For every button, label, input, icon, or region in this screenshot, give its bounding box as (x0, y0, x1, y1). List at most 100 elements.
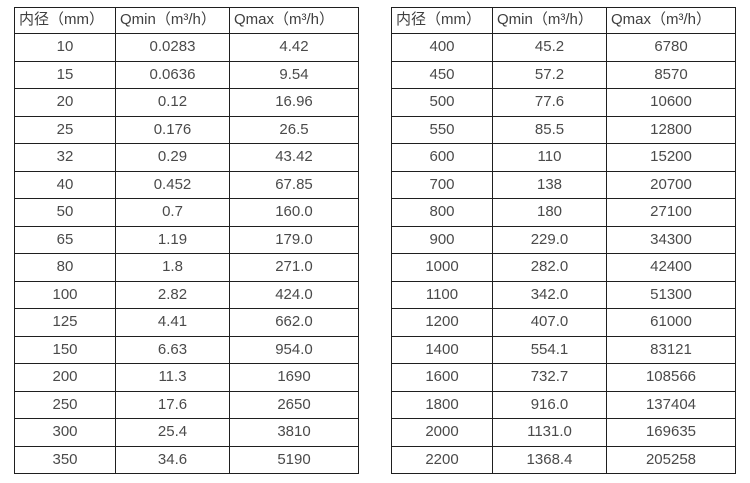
table-row: 1200 407.0 61000 (391, 308, 736, 337)
table-cell: 282.0 (492, 253, 607, 282)
table-cell: 10 (14, 33, 116, 62)
table-row: 700 138 20700 (391, 170, 736, 199)
table-cell: 180 (492, 198, 607, 227)
table-row: 2000 1131.0 169635 (391, 418, 736, 447)
table-cell: 954.0 (229, 335, 359, 364)
table-cell: 0.452 (115, 170, 230, 199)
table-row: 350 34.6 5190 (14, 445, 359, 474)
table-cell: 554.1 (492, 335, 607, 364)
table-cell: 20 (14, 88, 116, 117)
table-cell: 550 (391, 115, 493, 144)
table-cell: 1600 (391, 363, 493, 392)
table-row: 800 180 27100 (391, 198, 736, 227)
table-row: 50 0.7 160.0 (14, 198, 359, 227)
table-cell: 2650 (229, 390, 359, 419)
table-cell: 900 (391, 225, 493, 254)
table-cell: 83121 (606, 335, 736, 364)
table-row: 20 0.12 16.96 (14, 88, 359, 117)
table-cell: 16.96 (229, 88, 359, 117)
table-cell: 1000 (391, 253, 493, 282)
table-cell: 80 (14, 253, 116, 282)
table-cell: 12800 (606, 115, 736, 144)
table-row: 400 45.2 6780 (391, 33, 736, 62)
table-cell: 25.4 (115, 418, 230, 447)
table-cell: 450 (391, 60, 493, 89)
table-cell: 34300 (606, 225, 736, 254)
table-row: 125 4.41 662.0 (14, 308, 359, 337)
table-cell: 300 (14, 418, 116, 447)
table-cell: 43.42 (229, 143, 359, 172)
table-cell: 108566 (606, 363, 736, 392)
table-cell: 600 (391, 143, 493, 172)
table-cell: 5190 (229, 445, 359, 474)
table-cell: 17.6 (115, 390, 230, 419)
table-cell: 662.0 (229, 308, 359, 337)
table-cell: 500 (391, 88, 493, 117)
table-cell: 169635 (606, 418, 736, 447)
table-cell: 67.85 (229, 170, 359, 199)
table-cell: 0.0283 (115, 33, 230, 62)
table-row: 1000 282.0 42400 (391, 253, 736, 282)
table-cell: 11.3 (115, 363, 230, 392)
table-row: 300 25.4 3810 (14, 418, 359, 447)
table-cell: 160.0 (229, 198, 359, 227)
table-cell: 407.0 (492, 308, 607, 337)
table-cell: 350 (14, 445, 116, 474)
table-row: 15 0.0636 9.54 (14, 60, 359, 89)
table-header: 内径（mm） Qmin（m³/h） Qmax（m³/h） (14, 7, 359, 34)
table-cell: 1800 (391, 390, 493, 419)
table-cell: 150 (14, 335, 116, 364)
table-cell: 0.7 (115, 198, 230, 227)
table-cell: 15 (14, 60, 116, 89)
table-cell: 1.8 (115, 253, 230, 282)
table-cell: 800 (391, 198, 493, 227)
table-row: 550 85.5 12800 (391, 115, 736, 144)
table-cell: 1131.0 (492, 418, 607, 447)
table-cell: 732.7 (492, 363, 607, 392)
table-row: 100 2.82 424.0 (14, 280, 359, 309)
table-cell: 9.54 (229, 60, 359, 89)
table-cell: 8570 (606, 60, 736, 89)
table-cell: 110 (492, 143, 607, 172)
column-header: Qmin（m³/h） (115, 7, 230, 34)
table-cell: 20700 (606, 170, 736, 199)
table-row: 600 110 15200 (391, 143, 736, 172)
table-row: 1800 916.0 137404 (391, 390, 736, 419)
table-row: 150 6.63 954.0 (14, 335, 359, 364)
table-row: 80 1.8 271.0 (14, 253, 359, 282)
column-header: Qmax（m³/h） (229, 7, 359, 34)
table-cell: 10600 (606, 88, 736, 117)
table-cell: 250 (14, 390, 116, 419)
table-cell: 15200 (606, 143, 736, 172)
table-row: 450 57.2 8570 (391, 60, 736, 89)
table-cell: 0.29 (115, 143, 230, 172)
table-row: 10 0.0283 4.42 (14, 33, 359, 62)
column-header: 内径（mm） (391, 7, 493, 34)
table-cell: 26.5 (229, 115, 359, 144)
table-row: 200 11.3 1690 (14, 363, 359, 392)
table-cell: 2000 (391, 418, 493, 447)
table-cell: 271.0 (229, 253, 359, 282)
table-cell: 200 (14, 363, 116, 392)
table-cell: 27100 (606, 198, 736, 227)
table-cell: 0.176 (115, 115, 230, 144)
table-cell: 50 (14, 198, 116, 227)
table-cell: 1.19 (115, 225, 230, 254)
table-cell: 125 (14, 308, 116, 337)
table-cell: 34.6 (115, 445, 230, 474)
table-row: 1100 342.0 51300 (391, 280, 736, 309)
table-cell: 25 (14, 115, 116, 144)
table-cell: 77.6 (492, 88, 607, 117)
table-cell: 61000 (606, 308, 736, 337)
table-cell: 137404 (606, 390, 736, 419)
table-cell: 40 (14, 170, 116, 199)
table-cell: 65 (14, 225, 116, 254)
table-row: 500 77.6 10600 (391, 88, 736, 117)
column-header: Qmin（m³/h） (492, 7, 607, 34)
flow-spec-table-large-diameters: 内径（mm） Qmin（m³/h） Qmax（m³/h） 400 45.2 6780 45… (391, 7, 736, 474)
table-cell: 205258 (606, 445, 736, 474)
table-cell: 3810 (229, 418, 359, 447)
table-cell: 0.12 (115, 88, 230, 117)
table-row: 32 0.29 43.42 (14, 143, 359, 172)
table-row: 65 1.19 179.0 (14, 225, 359, 254)
